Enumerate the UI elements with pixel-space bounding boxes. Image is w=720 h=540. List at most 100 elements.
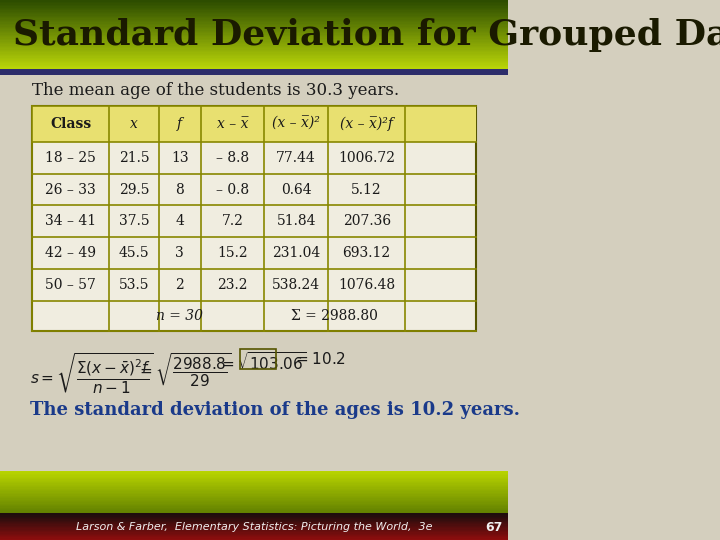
Bar: [0, 525, 508, 527]
Bar: [0, 14, 508, 16]
Bar: [0, 3, 508, 5]
Bar: [0, 527, 508, 530]
Bar: [0, 39, 508, 42]
Bar: [0, 525, 508, 528]
Bar: [0, 15, 508, 17]
Bar: [0, 66, 508, 69]
Bar: [0, 17, 508, 20]
Bar: [0, 62, 508, 65]
Text: 42 – 49: 42 – 49: [45, 246, 96, 260]
Bar: [0, 478, 508, 481]
Text: 5.12: 5.12: [351, 183, 382, 197]
Bar: [0, 502, 508, 505]
Text: 0.64: 0.64: [281, 183, 312, 197]
Text: 231.04: 231.04: [272, 246, 320, 260]
Text: – 0.8: – 0.8: [216, 183, 249, 197]
Text: 21.5: 21.5: [119, 151, 149, 165]
Bar: [0, 45, 508, 47]
Text: x: x: [130, 117, 138, 131]
Text: The mean age of the students is 30.3 years.: The mean age of the students is 30.3 yea…: [32, 82, 399, 99]
Text: 77.44: 77.44: [276, 151, 316, 165]
Bar: [0, 0, 508, 2]
Bar: [0, 485, 508, 488]
Bar: [0, 31, 508, 33]
Bar: [0, 512, 508, 515]
Text: Larson & Farber,  Elementary Statistics: Picturing the World,  3e: Larson & Farber, Elementary Statistics: …: [76, 522, 432, 532]
Bar: [0, 48, 508, 50]
Text: 13: 13: [171, 151, 189, 165]
Bar: [0, 494, 508, 497]
Bar: [0, 61, 508, 63]
Bar: [0, 59, 508, 62]
Text: 1076.48: 1076.48: [338, 278, 395, 292]
Bar: [0, 40, 508, 43]
Bar: [0, 51, 508, 54]
Text: Σ = 2988.80: Σ = 2988.80: [292, 309, 379, 323]
Bar: [0, 497, 508, 500]
Bar: [0, 536, 508, 539]
Bar: [0, 49, 508, 51]
Text: 37.5: 37.5: [119, 214, 149, 228]
Bar: [0, 12, 508, 15]
Bar: [0, 516, 508, 519]
Text: Class: Class: [50, 117, 91, 131]
Bar: [0, 4, 508, 6]
Bar: [0, 19, 508, 21]
Bar: [0, 6, 508, 9]
Bar: [0, 56, 508, 58]
Bar: [0, 25, 508, 28]
Bar: [0, 496, 508, 498]
Text: 8: 8: [176, 183, 184, 197]
Text: The standard deviation of the ages is 10.2 years.: The standard deviation of the ages is 10…: [30, 401, 520, 419]
Bar: [0, 532, 508, 535]
Bar: [0, 57, 508, 59]
Text: 1006.72: 1006.72: [338, 151, 395, 165]
Bar: [0, 58, 508, 60]
Bar: [0, 538, 508, 540]
Bar: [0, 64, 508, 66]
Bar: [0, 32, 508, 35]
Text: 23.2: 23.2: [217, 278, 248, 292]
Bar: [0, 20, 508, 23]
Bar: [0, 474, 508, 477]
Text: (x – x̅)²: (x – x̅)²: [272, 117, 320, 131]
Bar: [0, 490, 508, 493]
Bar: [0, 476, 508, 480]
Bar: [0, 515, 508, 517]
Bar: [0, 482, 508, 485]
Text: 207.36: 207.36: [343, 214, 391, 228]
Bar: [0, 518, 508, 522]
Bar: [0, 516, 508, 518]
Bar: [0, 519, 508, 522]
Text: 2: 2: [176, 278, 184, 292]
Text: 51.84: 51.84: [276, 214, 316, 228]
Bar: [0, 9, 508, 12]
Bar: [0, 11, 508, 13]
Text: f: f: [177, 117, 182, 131]
Bar: [0, 531, 508, 534]
Bar: [0, 517, 508, 520]
Bar: [0, 38, 508, 40]
Bar: [0, 489, 508, 491]
Bar: [32, 106, 476, 332]
Bar: [0, 517, 508, 519]
Bar: [0, 528, 508, 531]
Bar: [0, 504, 508, 507]
Bar: [0, 535, 508, 537]
Bar: [0, 42, 508, 44]
Bar: [0, 513, 508, 515]
Text: 15.2: 15.2: [217, 246, 248, 260]
Bar: [0, 538, 508, 540]
Bar: [0, 486, 508, 489]
Bar: [0, 483, 508, 486]
Bar: [0, 528, 508, 530]
Bar: [0, 507, 508, 509]
Text: 53.5: 53.5: [119, 278, 149, 292]
Bar: [0, 523, 508, 525]
Text: 7.2: 7.2: [222, 214, 243, 228]
Text: $= 10.2$: $= 10.2$: [292, 351, 345, 367]
Bar: [0, 524, 508, 527]
Bar: [0, 530, 508, 532]
Text: $s = \sqrt{\dfrac{\Sigma(x-\bar{x})^2 f}{n-1}}$: $s = \sqrt{\dfrac{\Sigma(x-\bar{x})^2 f}…: [30, 351, 153, 395]
Bar: [0, 50, 508, 52]
